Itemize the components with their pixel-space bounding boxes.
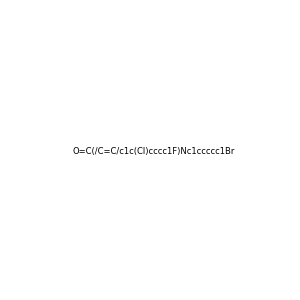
Text: O=C(/C=C/c1c(Cl)cccc1F)Nc1ccccc1Br: O=C(/C=C/c1c(Cl)cccc1F)Nc1ccccc1Br xyxy=(73,147,235,156)
